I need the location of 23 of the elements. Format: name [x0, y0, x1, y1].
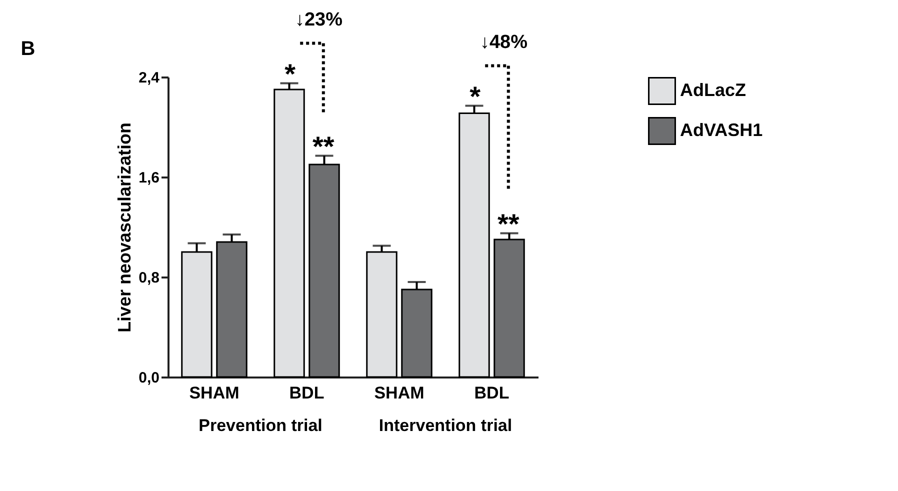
text: Prevention trial [198, 416, 322, 435]
legend-label: AdVASH1 [680, 120, 763, 140]
x-tick-label: SHAM [374, 384, 424, 402]
bar [366, 251, 398, 378]
text: ↓23% [294, 9, 343, 30]
y-tick-label: 1,6 [138, 170, 160, 186]
x-tick-label: SHAM [189, 384, 240, 402]
text: Intervention trial [378, 416, 512, 435]
annotation: ** [312, 130, 334, 162]
y-tick-label: 0,0 [138, 370, 160, 386]
text: B [20, 38, 36, 60]
x-tick-label: BDL [474, 384, 510, 402]
annotation: * [470, 80, 481, 112]
annotation: ** [498, 208, 520, 240]
bar [494, 238, 525, 378]
x-tick-label: BDL [289, 384, 324, 402]
annotation: * [284, 58, 296, 90]
y-tick-label: 2,4 [138, 70, 160, 86]
y-axis-title: Liver neovascularization [114, 122, 135, 333]
text: ↓48% [480, 32, 528, 53]
y-tick-label: 0,8 [138, 270, 160, 286]
legend-label: AdLacZ [680, 80, 746, 100]
bar [274, 88, 305, 378]
